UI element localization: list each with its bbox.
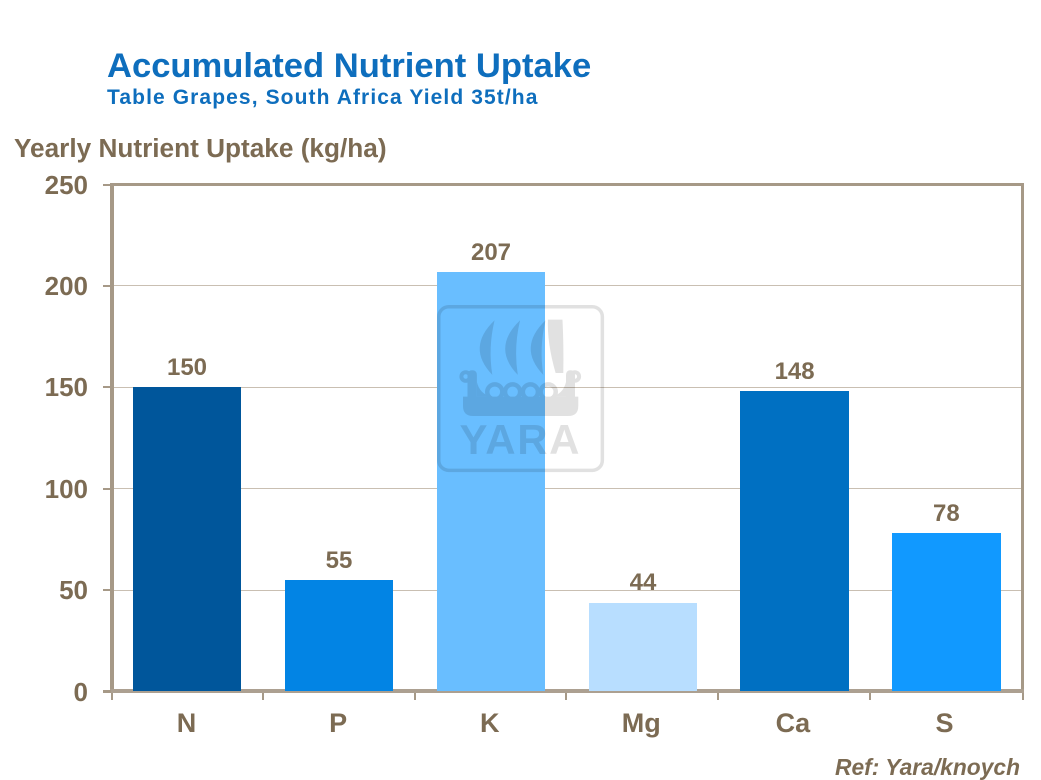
svg-text:YARA: YARA xyxy=(459,416,581,463)
